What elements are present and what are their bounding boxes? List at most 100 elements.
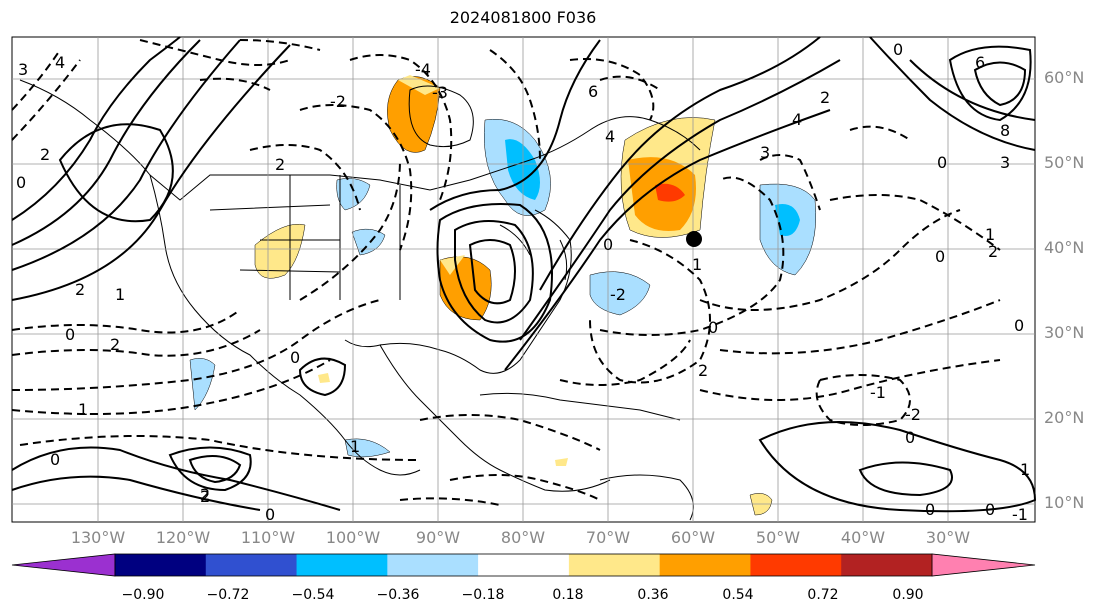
contour-label: 0 [905,428,915,447]
contour-label: -2 [330,92,346,111]
contour-label: 2 [200,487,210,506]
colorbar [11,553,1036,577]
contour-label: -3 [432,83,448,102]
contour-label: 0 [265,505,275,524]
contour-label: 6 [975,53,985,72]
lat-label: 60°N [1044,68,1085,87]
location-marker [686,231,702,247]
contours-dashed [11,39,1001,506]
contours-solid [11,36,1037,513]
contour-label: 2 [275,155,285,174]
contour-label: 0 [65,325,75,344]
contour-label: -1 [870,383,886,402]
colorbar-swatch [296,554,388,576]
contour-label: 2 [75,280,85,299]
contour-label: 2 [200,485,210,504]
shade-midwest2-lightblue [351,228,386,256]
contour-label: 2 [820,88,830,107]
shaded-regions [189,75,817,516]
lat-label: 30°N [1044,323,1085,342]
contour-label: -2 [905,405,921,424]
shade-atlantic2-lightblue [589,271,651,316]
shade-mexico-yellow [318,373,330,383]
lon-label: 80°W [500,528,546,547]
contour-label: 1 [692,255,702,274]
shade-plains-yellow [254,223,306,279]
colorbar-extend-left [11,553,116,577]
contour-label: 2 [110,335,120,354]
contour-label: 1 [985,225,995,244]
lat-label: 40°N [1044,238,1085,257]
contour-label: 6 [588,82,598,101]
colorbar-tick-label: 0.90 [892,587,924,603]
shade-greatlakes-blue [505,139,540,200]
contour-label: 0 [985,500,995,519]
colorbar-tick-label: 0.72 [807,587,839,603]
contour-label: -2 [610,285,626,304]
contour-label: 3 [1000,153,1010,172]
lon-label: 60°W [670,528,716,547]
contour-label: 3 [760,143,770,162]
lat-label: 20°N [1044,408,1085,427]
contour-label: 0 [1014,316,1024,335]
lon-label: 110°W [240,528,296,547]
lon-label: 130°W [70,528,126,547]
lon-label: 50°W [755,528,801,547]
colorbar-extend-right [931,553,1036,577]
contour-label: 0 [50,450,60,469]
shade-hudson-orange [387,76,441,153]
contour-label: 0 [935,247,945,266]
map-area: 3 4 2 0 2 1 0 2 1 0 2 0 1 2 0 -4 -3 -2 6… [11,36,1037,524]
shade-small-yellow [555,458,568,466]
contour-label: 1 [350,437,360,456]
contour-label: 4 [605,127,615,146]
shade-hudson-yellow [398,75,440,95]
colorbar-tick-label: 0.18 [552,587,584,603]
contour-label: 1 [1020,460,1030,479]
colorbar-swatch [387,554,479,576]
contour-label: 0 [16,173,26,192]
colorbar-swatch [478,554,570,576]
contour-labels: 3 4 2 0 2 1 0 2 1 0 2 0 1 2 0 -4 -3 -2 6… [16,40,1030,524]
lat-label: 50°N [1044,153,1085,172]
colorbar-tick-label: −0.72 [206,587,250,603]
contour-label: 0 [290,348,300,367]
colorbar-swatch [841,554,933,576]
lon-label: 90°W [415,528,461,547]
colorbar-tick-label: −0.36 [376,587,420,603]
colorbar-tick-label: 0.36 [637,587,669,603]
contour-label: 0 [925,500,935,519]
contour-label: -1 [1012,505,1028,524]
contour-label: 4 [792,110,802,129]
colorbar-tick-label: −0.90 [121,587,165,603]
contour-label: 2 [988,242,998,261]
contour-label: 0 [603,235,613,254]
contour-label: 2 [698,361,708,380]
contour-label: 0 [893,40,903,59]
contour-label: 1 [78,400,88,419]
contour-label: 0 [708,318,718,337]
contour-label: 8 [1000,121,1010,140]
contour-label: 4 [55,53,65,72]
shade-newfoundland-red [655,183,685,202]
colorbar-swatch [115,554,207,576]
shade-mexico-lightblue [189,358,216,411]
lon-label: 70°W [585,528,631,547]
colorbar-tick-label: −0.54 [291,587,335,603]
colorbar-swatch [568,554,661,576]
shade-southeast-yellow [440,255,465,275]
colorbar-tick-label: −0.18 [461,587,505,603]
contour-label: 2 [40,145,50,164]
colorbar-swatch [750,554,842,576]
map-title: 2024081800 F036 [449,8,597,27]
lon-label: 40°W [840,528,886,547]
lon-label: 30°W [925,528,971,547]
lon-label: 100°W [325,528,381,547]
colorbar-swatch [205,554,298,576]
lon-label: 120°W [155,528,211,547]
shade-southeast-orange [439,256,492,321]
contour-label: 1 [115,285,125,304]
lat-label: 10°N [1044,493,1085,512]
contour-label: 3 [18,60,28,79]
